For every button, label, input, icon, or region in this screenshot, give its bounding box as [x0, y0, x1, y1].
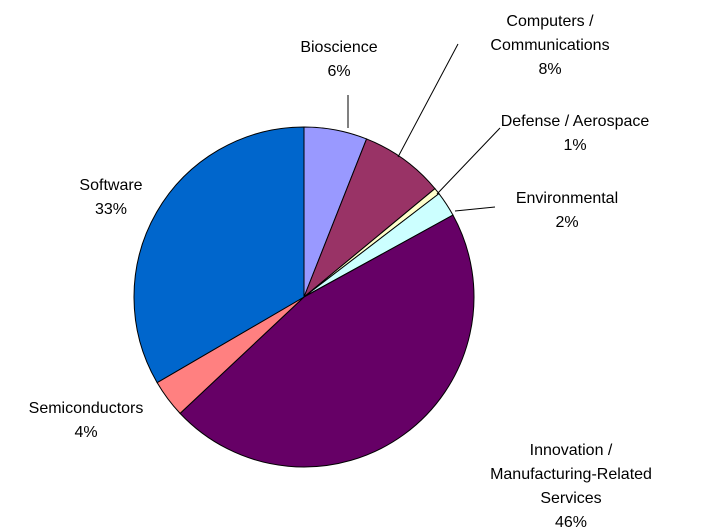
slice-name: Software: [79, 177, 142, 194]
slice-percent: 4%: [74, 424, 97, 441]
pie-slice-software: [133, 126, 305, 384]
slice-label: Defense / Aerospace 1%: [501, 113, 650, 154]
slice-name: Bioscience: [300, 39, 377, 56]
slice-name: Computers /: [506, 13, 594, 30]
leader-lines: [347, 43, 501, 212]
slice-label: Software 33%: [79, 177, 142, 218]
slice-percent: 6%: [327, 63, 350, 80]
slice-labels: Bioscience 6% Computers / Communications 8% D…: [29, 13, 652, 531]
slice-label: Innovation / Manufacturing-Related Service…: [490, 442, 652, 531]
slice-label: Semiconductors 4%: [29, 400, 144, 441]
slice-percent: 8%: [538, 61, 561, 78]
slice-name: Innovation /: [530, 442, 613, 459]
slice-label: Computers / Communications 8%: [490, 13, 609, 78]
leader-line: [454, 206, 496, 212]
slice-percent: 33%: [95, 201, 127, 218]
slice-percent: 1%: [563, 137, 586, 154]
slice-percent: 2%: [555, 214, 578, 231]
pie-slice-innovation-manufacturing-related-services: [179, 214, 475, 468]
slice-name: Semiconductors: [29, 400, 144, 417]
slice-name: Communications: [490, 37, 609, 54]
slice-name: Manufacturing-Related: [490, 466, 652, 483]
slice-name: Defense / Aerospace: [501, 113, 650, 130]
slice-percent: 46%: [555, 514, 587, 531]
slice-name: Environmental: [516, 190, 618, 207]
leader-line: [436, 127, 501, 195]
pie-slices: [133, 126, 475, 468]
slice-label: Bioscience 6%: [300, 39, 377, 80]
slice-name: Services: [540, 490, 601, 507]
slice-label: Environmental 2%: [516, 190, 618, 231]
leader-line: [397, 43, 459, 158]
